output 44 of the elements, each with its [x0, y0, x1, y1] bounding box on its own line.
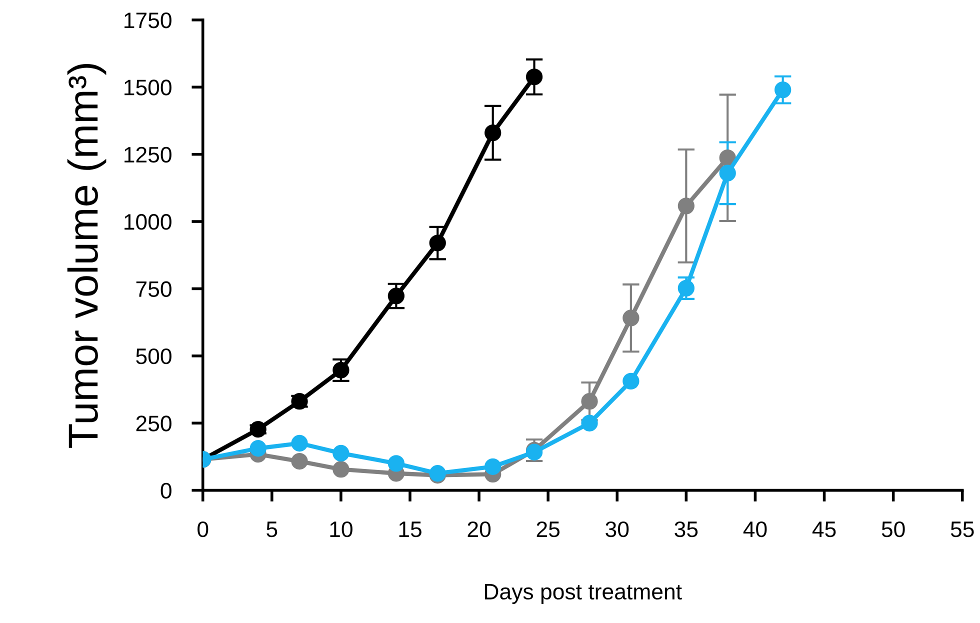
point	[622, 372, 640, 390]
x-tick-label: 5	[266, 522, 278, 538]
y-tick-label: 1000	[124, 214, 172, 230]
point	[291, 434, 308, 452]
x-tick-label: 10	[330, 521, 352, 538]
y-tick-label: 1250	[124, 146, 172, 163]
point	[678, 280, 695, 297]
point	[250, 420, 266, 438]
point	[484, 458, 502, 475]
point	[526, 68, 543, 86]
point	[388, 288, 405, 304]
point	[332, 461, 350, 478]
point	[291, 452, 308, 470]
x-axis-title: Days post treatment	[485, 584, 682, 604]
point	[581, 414, 598, 432]
y-tick-label: 750	[136, 281, 172, 297]
point	[332, 362, 350, 378]
point	[719, 149, 736, 166]
y-axis-title: Tumor volume (mm³)	[67, 64, 106, 448]
x-tick-label: 20	[468, 521, 491, 538]
point	[581, 393, 598, 410]
y-tick-label: 250	[136, 416, 172, 432]
y-tick-label: 500	[136, 348, 172, 364]
point	[774, 81, 792, 98]
point	[719, 164, 736, 182]
x-tick-label: 35	[674, 521, 698, 538]
y-tick-label: 0	[160, 482, 172, 499]
x-tick-label: 40	[743, 521, 767, 538]
y-tick-label: 1500	[124, 80, 172, 96]
point	[484, 124, 502, 142]
x-tick-label: 30	[606, 521, 629, 538]
point	[332, 444, 350, 462]
y-tick-label: 1750	[124, 12, 172, 28]
x-tick-label: 15	[399, 522, 422, 538]
point	[429, 234, 446, 252]
x-tick-label: 0	[198, 521, 208, 538]
x-tick-label: 50	[882, 521, 905, 538]
x-tick-label: 55	[950, 522, 974, 538]
x-tick-label: 45	[812, 522, 836, 538]
point	[678, 198, 695, 214]
point	[622, 310, 640, 326]
point	[250, 440, 266, 457]
point	[388, 455, 405, 472]
x-tick-label: 25	[536, 521, 560, 538]
